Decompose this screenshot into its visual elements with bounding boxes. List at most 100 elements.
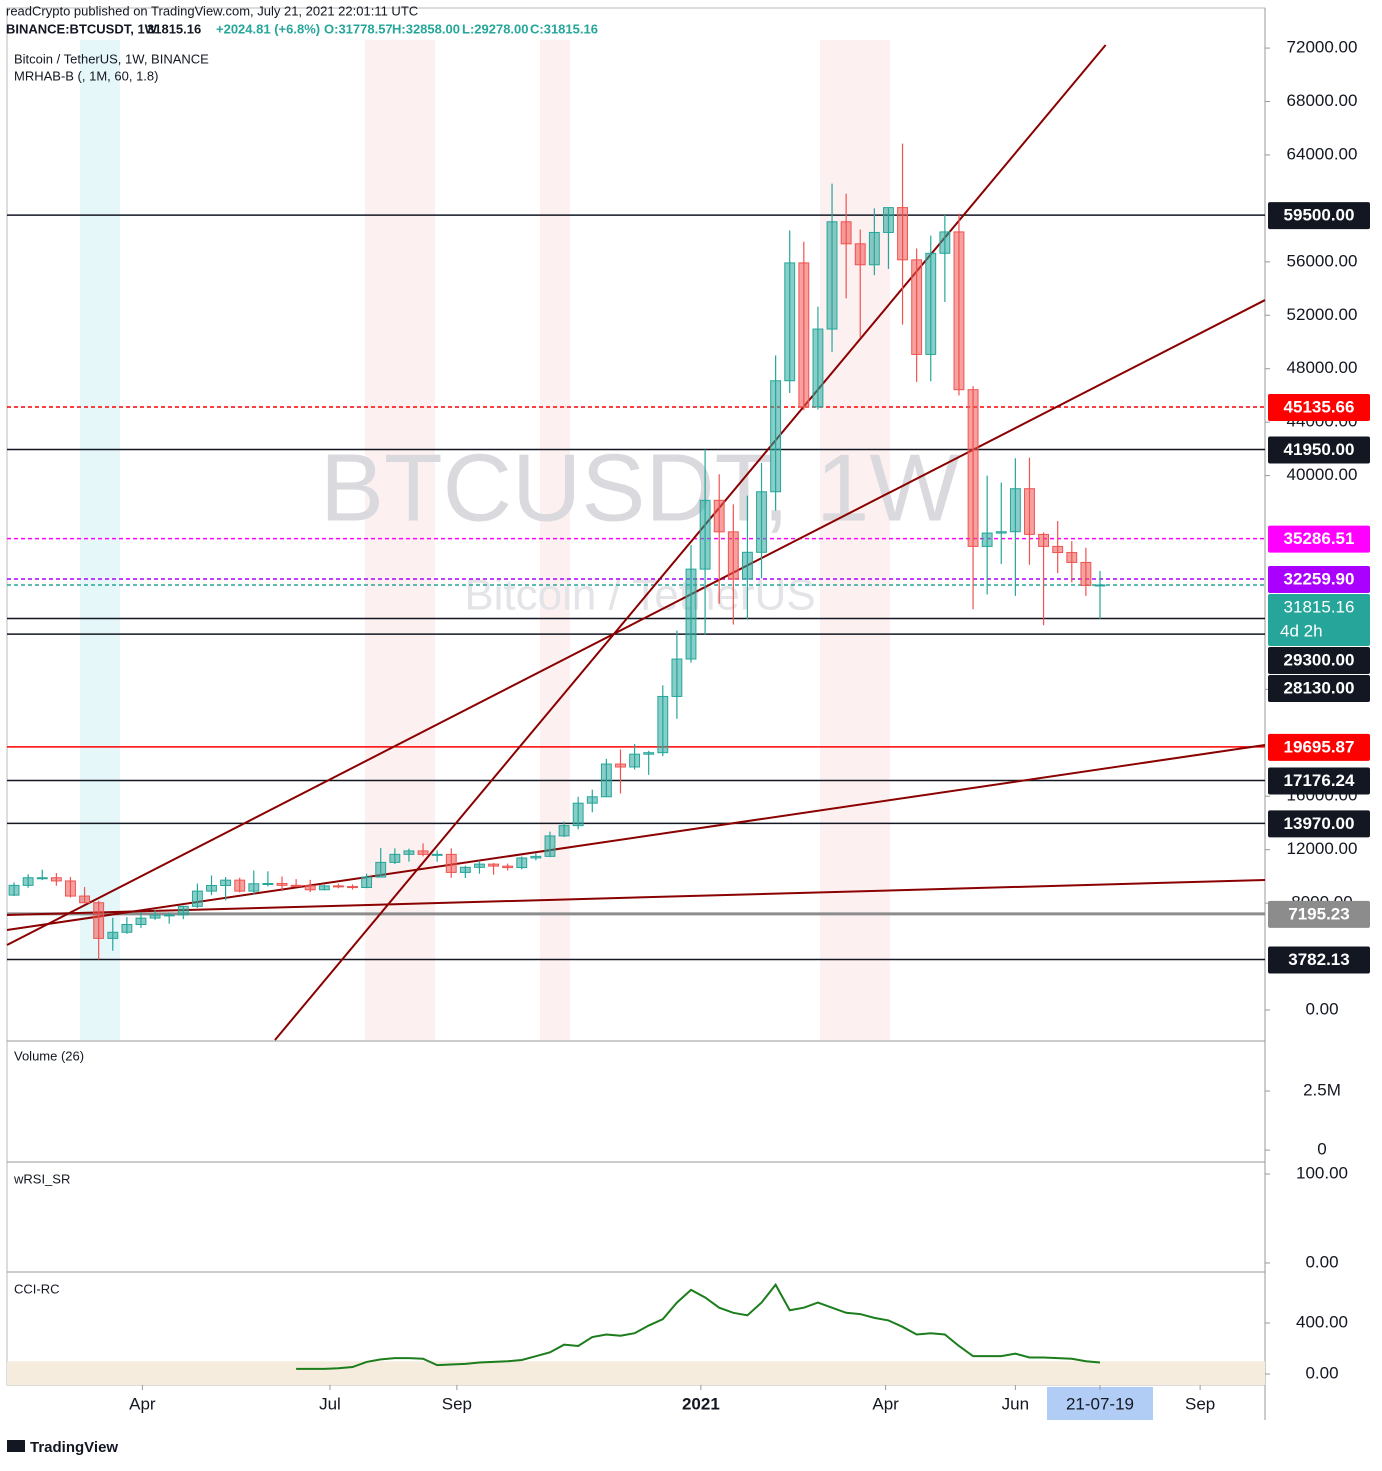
change: +2024.81 (+6.8%) <box>216 21 320 36</box>
pane-title: wRSI_SR <box>13 1171 70 1186</box>
candle-body <box>318 885 330 891</box>
candle-body <box>248 883 260 892</box>
symbol-line: BINANCE:BTCUSDT, 1W 31815.16 +2024.81 (+… <box>6 21 598 36</box>
open: O:31778.57 <box>324 21 393 36</box>
price-tag-label: 17176.24 <box>1284 771 1355 790</box>
candle-body <box>290 884 302 887</box>
trendline <box>6 299 1266 946</box>
x-tick-label: Apr <box>129 1394 156 1413</box>
publisher: readCrypto published on TradingView.com,… <box>6 3 418 18</box>
price-tag <box>1268 525 1370 553</box>
candle-body <box>629 753 641 768</box>
candle-body <box>1009 488 1021 533</box>
candle-body <box>558 825 570 837</box>
x-tick-label: Sep <box>1185 1394 1215 1413</box>
candle-body <box>1024 488 1035 535</box>
candle-body <box>657 695 669 754</box>
y-tick-label: 52000.00 <box>1287 305 1358 324</box>
price-tag-label: 45135.66 <box>1284 397 1355 416</box>
candle-body <box>445 853 457 873</box>
y-tick-label: 72000.00 <box>1287 38 1358 57</box>
candle-body <box>586 796 598 804</box>
countdown: 4d 2h <box>1280 621 1323 640</box>
candle-body <box>107 931 119 939</box>
candle-body <box>854 243 866 266</box>
price-tag-label: 59500.00 <box>1284 206 1355 225</box>
candle-body <box>798 262 810 408</box>
candle-body <box>389 853 401 863</box>
candle-body <box>361 876 373 888</box>
candle-body <box>685 568 697 660</box>
candle-body <box>770 380 782 493</box>
candle-body <box>332 885 344 888</box>
candle-body <box>953 231 965 391</box>
candle-body <box>220 879 232 886</box>
candle-body <box>163 914 175 917</box>
price-tag-label: 29300.00 <box>1284 650 1355 669</box>
price-tag <box>1268 810 1370 838</box>
candle-body <box>347 886 358 889</box>
x-tick-label: 21-07-19 <box>1066 1394 1134 1413</box>
candle-body <box>911 259 923 355</box>
price-tag <box>1268 594 1370 647</box>
y-tick-label: 0.00 <box>1305 1364 1338 1383</box>
price-tag-label: 32259.90 <box>1284 569 1355 588</box>
candle-body <box>8 884 20 896</box>
candle-body <box>474 863 485 868</box>
candle-body <box>65 880 76 897</box>
y-tick-label: 0.00 <box>1305 999 1338 1018</box>
x-tick-label: 2021 <box>682 1394 720 1413</box>
candle-body <box>713 499 725 533</box>
price-tag <box>1268 733 1370 761</box>
pane-subtitle: MRHAB-B (, 1M, 60, 1.8) <box>14 68 158 83</box>
candle-body <box>756 491 767 553</box>
candle-body <box>643 752 655 755</box>
trendline <box>6 879 1266 917</box>
y-tick-label: 12000.00 <box>1287 839 1358 858</box>
candle-body <box>93 902 105 939</box>
candle-body <box>135 917 147 926</box>
candle-body <box>699 499 711 570</box>
y-tick-label: 56000.00 <box>1287 251 1358 270</box>
candle-body <box>403 850 415 855</box>
price-tag <box>1268 566 1370 594</box>
candle-body <box>191 890 203 907</box>
y-tick-label: 68000.00 <box>1287 91 1358 110</box>
candle-body <box>615 763 626 768</box>
candle-body <box>149 914 161 919</box>
candle-body <box>600 763 612 798</box>
candle-body <box>177 905 189 916</box>
price-tag <box>1268 393 1370 421</box>
candle-body <box>121 924 133 933</box>
y-tick-label: 64000.00 <box>1287 144 1358 163</box>
logo <box>7 1440 25 1452</box>
candle-body <box>868 231 880 266</box>
x-tick-label: Sep <box>442 1394 472 1413</box>
price-tag <box>1268 202 1370 230</box>
candle-body <box>22 877 34 886</box>
y-tick-label: 2.5M <box>1303 1081 1341 1100</box>
candle-body <box>741 551 753 580</box>
candle-body <box>995 531 1007 534</box>
candle-body <box>812 328 824 408</box>
price-tag <box>1268 946 1370 974</box>
price-tag <box>1268 767 1370 795</box>
pane-title: CCI-RC <box>14 1281 60 1296</box>
price-tag <box>1268 436 1370 464</box>
candle-body <box>488 863 499 867</box>
watermark-sub: Bitcoin / TetherUS <box>464 571 815 620</box>
price-tag-label: 7195.23 <box>1288 904 1349 923</box>
x-tick-label: Apr <box>872 1394 899 1413</box>
y-tick-label: 48000.00 <box>1287 358 1358 377</box>
candle-body <box>516 857 528 869</box>
price-tag-label: 28130.00 <box>1284 678 1355 697</box>
symbol: BINANCE:BTCUSDT, 1W <box>6 21 158 36</box>
price-tag <box>1268 675 1370 703</box>
high: H:32858.00 <box>392 21 460 36</box>
pane-title: Bitcoin / TetherUS, 1W, BINANCE <box>14 51 209 66</box>
candle-body <box>883 207 894 233</box>
price-tag-label: 19695.87 <box>1284 737 1355 756</box>
candle-body <box>572 802 584 827</box>
candle-body <box>1094 584 1106 587</box>
